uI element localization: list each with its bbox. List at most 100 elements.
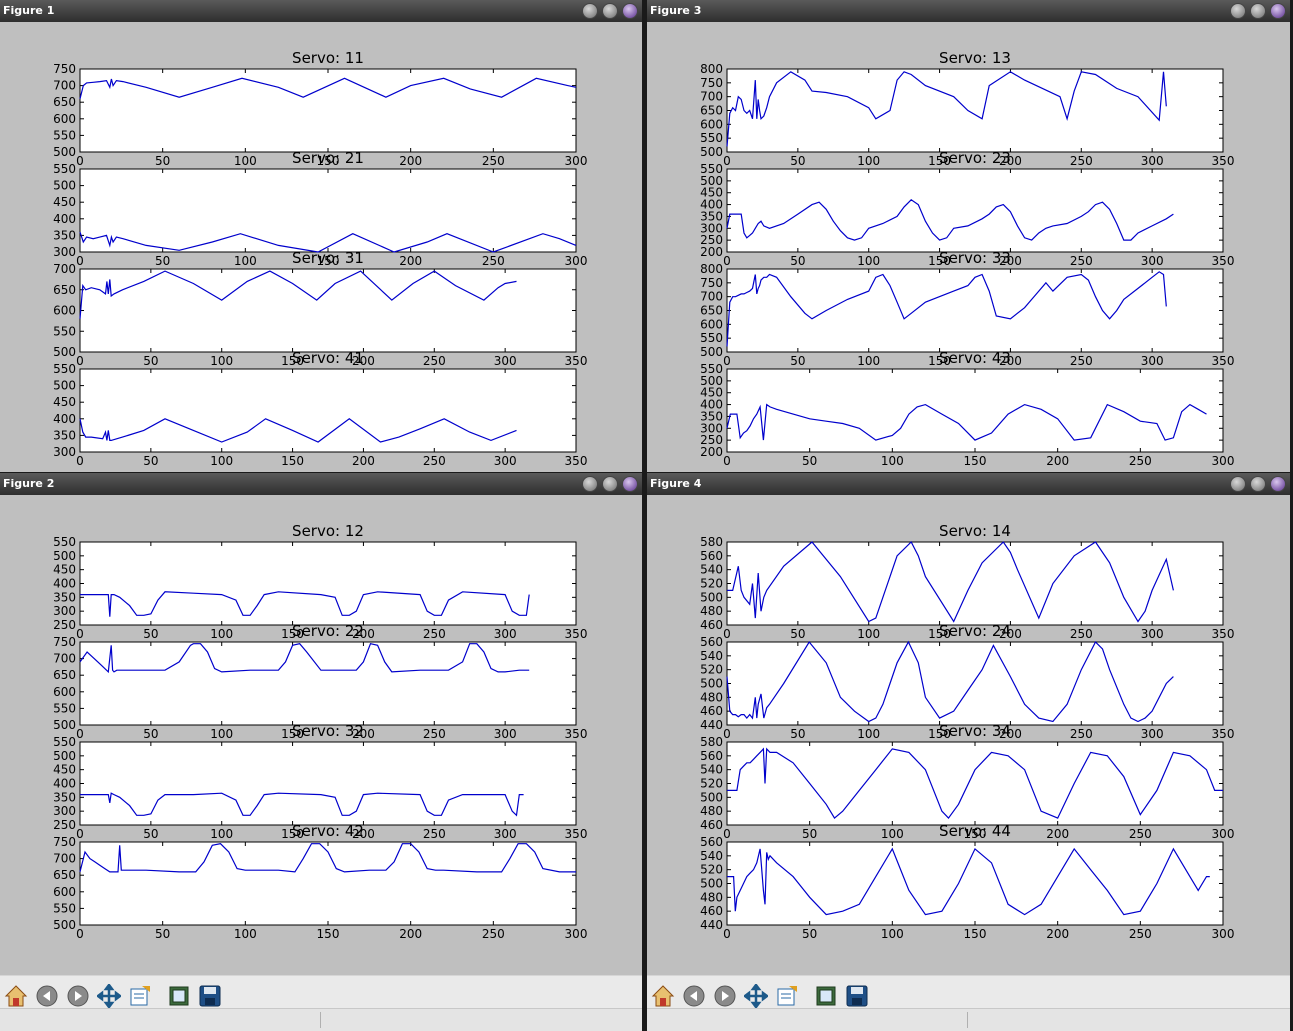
minimize-button[interactable]: [582, 476, 598, 492]
forward-icon[interactable]: [66, 984, 90, 1008]
x-tick-label: 350: [1212, 727, 1235, 741]
series-line: [79, 270, 517, 319]
x-tick-label: 200: [352, 454, 375, 468]
y-tick-label: 300: [700, 221, 723, 235]
x-tick-label: 300: [565, 154, 588, 168]
subplot-4: 0 50 100 150 200 250 3002002503003504004505005…: [700, 349, 1234, 468]
close-button[interactable]: [1270, 476, 1286, 492]
y-tick-label: 440: [700, 918, 723, 932]
subplot-title: Servo: 12: [292, 522, 364, 540]
x-tick-label: 150: [317, 154, 340, 168]
x-tick-label: 250: [423, 354, 446, 368]
maximize-button[interactable]: [1250, 3, 1266, 19]
maximize-button[interactable]: [602, 3, 618, 19]
figure-canvas[interactable]: 0 50 100 150 200 250 300 350 460 480 500 520 540 560 5…: [647, 495, 1290, 975]
plot-area: [79, 741, 577, 826]
plot-area: [726, 368, 1224, 453]
y-tick-label: 460: [700, 904, 723, 918]
back-icon[interactable]: [682, 984, 706, 1008]
x-tick-label: 50: [155, 927, 170, 941]
y-tick-label: 700: [53, 852, 76, 866]
maximize-button[interactable]: [602, 476, 618, 492]
plot-area: [726, 741, 1224, 826]
x-tick-label: 350: [565, 827, 588, 841]
minimize-button[interactable]: [1230, 476, 1246, 492]
y-tick-label: 560: [700, 549, 723, 563]
subplot-title: Servo: 14: [939, 522, 1011, 540]
home-icon[interactable]: [651, 984, 675, 1008]
subplot-3: 0 50 100 150 200 250 300460480500520540560580S…: [700, 722, 1234, 841]
y-tick-label: 520: [700, 863, 723, 877]
y-tick-label: 540: [700, 563, 723, 577]
x-tick-label: 0: [76, 727, 84, 741]
subplot-2: 0 50 100 150 200 250 300 3502002503003504004505…: [700, 149, 1234, 268]
x-tick-label: 200: [399, 254, 422, 268]
figure-canvas[interactable]: 0 50 100 150 200 250 300 350 250 300 350 400 450 500 5…: [0, 495, 642, 975]
y-tick-label: 500: [700, 145, 723, 159]
close-button[interactable]: [622, 3, 638, 19]
subplot-1: 0 50 100 150 200 250 300 350 4604805005205405605…: [700, 522, 1234, 641]
y-tick-label: 550: [700, 131, 723, 145]
close-button[interactable]: [622, 476, 638, 492]
title-bar[interactable]: Figure 2: [0, 473, 642, 495]
y-tick-label: 550: [53, 128, 76, 142]
x-tick-label: 300: [1141, 727, 1164, 741]
subplots-icon[interactable]: [775, 984, 799, 1008]
x-tick-label: 150: [964, 827, 987, 841]
y-tick-label: 300: [53, 445, 76, 459]
back-icon[interactable]: [35, 984, 59, 1008]
series-line: [727, 847, 1210, 916]
figure-canvas[interactable]: 0 50 100 150 200 250 300 500 550 600 650 700 750 Serv…: [0, 22, 642, 472]
x-tick-label: 200: [352, 627, 375, 641]
y-tick-label: 600: [700, 117, 723, 131]
zoom-icon[interactable]: [167, 984, 191, 1008]
y-tick-label: 400: [700, 398, 723, 412]
x-tick-label: 50: [802, 927, 817, 941]
subplots-icon[interactable]: [128, 984, 152, 1008]
y-tick-label: 540: [700, 649, 723, 663]
x-tick-label: 200: [1046, 927, 1069, 941]
y-tick-label: 500: [53, 145, 76, 159]
home-icon[interactable]: [4, 984, 28, 1008]
x-tick-label: 100: [857, 154, 880, 168]
x-tick-label: 300: [1212, 454, 1235, 468]
x-tick-label: 50: [802, 454, 817, 468]
minimize-button[interactable]: [1230, 3, 1246, 19]
subplot-2: 0 50 100 150 200 250 300 350500550600650700750S…: [53, 622, 587, 741]
title-bar[interactable]: Figure 3: [647, 0, 1290, 22]
close-button[interactable]: [1270, 3, 1286, 19]
x-tick-label: 0: [76, 254, 84, 268]
subplot-title: Servo: 21: [292, 149, 364, 167]
maximize-button[interactable]: [1250, 476, 1266, 492]
pan-icon[interactable]: [97, 984, 121, 1008]
minimize-button[interactable]: [582, 3, 598, 19]
plot-area: [726, 268, 1224, 353]
x-tick-label: 50: [790, 727, 805, 741]
zoom-icon[interactable]: [814, 984, 838, 1008]
y-tick-label: 450: [53, 763, 76, 777]
y-tick-label: 200: [700, 445, 723, 459]
y-tick-label: 550: [53, 162, 76, 176]
x-tick-label: 250: [1129, 827, 1152, 841]
x-tick-label: 300: [494, 727, 517, 741]
save-icon[interactable]: [198, 984, 222, 1008]
subplot-1: 0 50 100 150 200 250 300 350 5005506006507007508…: [700, 49, 1234, 168]
y-tick-label: 550: [53, 735, 76, 749]
plot-area: [726, 841, 1224, 926]
forward-icon[interactable]: [713, 984, 737, 1008]
figure-canvas[interactable]: 0 50 100 150 200 250 300 350 500 550 600 650 700 750 8…: [647, 22, 1290, 472]
series-line: [79, 643, 530, 674]
x-tick-label: 150: [928, 154, 951, 168]
window-title: Figure 4: [650, 477, 702, 490]
y-tick-label: 750: [53, 62, 76, 76]
pan-icon[interactable]: [744, 984, 768, 1008]
save-icon[interactable]: [845, 984, 869, 1008]
subplot-2: 0 50 100 150 200 250 300300350400450500550Serv…: [53, 149, 587, 268]
series-line: [726, 640, 1174, 723]
x-tick-label: 100: [881, 454, 904, 468]
title-bar[interactable]: Figure 1: [0, 0, 642, 22]
title-bar[interactable]: Figure 4: [647, 473, 1290, 495]
x-tick-label: 150: [928, 727, 951, 741]
x-tick-label: 200: [399, 154, 422, 168]
x-tick-label: 350: [565, 727, 588, 741]
